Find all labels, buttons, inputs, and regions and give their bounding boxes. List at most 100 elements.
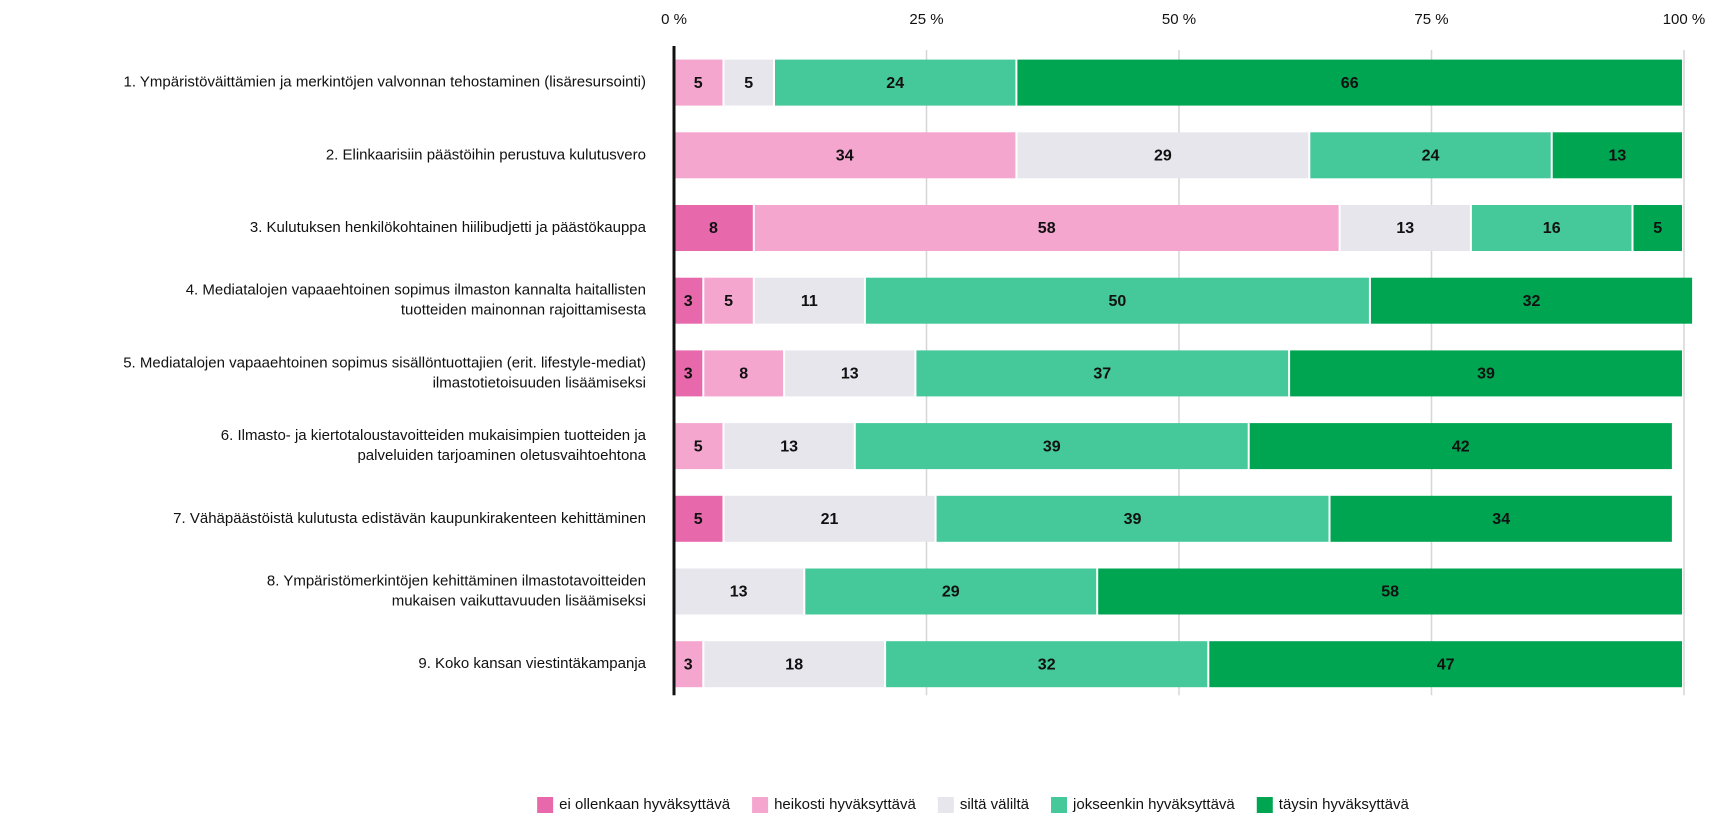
category-label: 1. Ympäristöväittämien ja merkintöjen va… (124, 74, 646, 91)
value-label: 5 (694, 75, 703, 92)
bar-segment (674, 350, 703, 397)
category-label: 7. Vähäpäästöistä kulutusta edistävän ka… (173, 510, 646, 527)
bar-segment (1552, 132, 1682, 179)
value-label: 11 (801, 293, 818, 310)
value-label: 16 (1543, 220, 1561, 237)
value-label: 32 (1038, 656, 1056, 673)
bar-segment (936, 495, 1329, 542)
value-label: 3 (684, 656, 693, 673)
value-label: 3 (684, 293, 693, 310)
value-label: 18 (785, 656, 803, 673)
bar-segment (674, 59, 723, 106)
legend-label: siltä väliltä (960, 796, 1030, 813)
value-label: 8 (709, 220, 718, 237)
value-label: 3 (684, 366, 693, 383)
category-label: 4. Mediatalojen vapaaehtoinen sopimus il… (186, 282, 646, 299)
category-label: 8. Ympäristömerkintöjen kehittäminen ilm… (267, 572, 646, 589)
bar-segment (916, 350, 1289, 397)
value-label: 8 (739, 366, 748, 383)
value-label: 32 (1523, 293, 1541, 310)
bar-segment (724, 423, 854, 470)
value-label: 39 (1043, 438, 1061, 455)
value-label: 5 (694, 438, 703, 455)
x-tick-label: 0 % (661, 11, 687, 28)
category-label: palveluiden tarjoaminen oletusvaihtoehto… (357, 447, 646, 464)
value-label: 21 (821, 511, 839, 528)
value-label: 34 (836, 148, 854, 165)
bar-segment (704, 277, 753, 324)
bar-segment (754, 277, 864, 324)
value-label: 5 (694, 511, 703, 528)
bar-segment (1310, 132, 1551, 179)
value-label: 24 (1422, 148, 1440, 165)
value-label: 5 (744, 75, 753, 92)
category-label: 3. Kulutuksen henkilökohtainen hiilibudj… (250, 219, 647, 236)
value-label: 34 (1492, 511, 1510, 528)
bar-segment (865, 277, 1369, 324)
bar-segment (704, 641, 885, 688)
value-label: 58 (1381, 584, 1399, 601)
x-tick-label: 50 % (1162, 11, 1196, 28)
legend-label: täysin hyväksyttävä (1279, 796, 1410, 813)
value-label: 13 (1396, 220, 1414, 237)
x-tick-label: 75 % (1414, 11, 1448, 28)
bar-segment (1098, 568, 1682, 615)
category-label: mukaisen vaikuttavuuden lisäämiseksi (392, 592, 646, 609)
category-label: 2. Elinkaarisiin päästöihin perustuva ku… (326, 146, 646, 163)
category-label: ilmastotietoisuuden lisäämiseksi (433, 374, 646, 391)
bar-segment (674, 641, 703, 688)
category-label: 9. Koko kansan viestintäkampanja (418, 655, 646, 672)
bar-segment (785, 350, 915, 397)
bar-segment (674, 277, 703, 324)
value-label: 13 (841, 366, 859, 383)
value-label: 13 (1608, 148, 1626, 165)
x-tick-label: 25 % (909, 11, 943, 28)
bar-segment (754, 205, 1339, 251)
category-label: tuotteiden mainonnan rajoittamisesta (401, 302, 647, 319)
bar-segment (1209, 641, 1682, 688)
value-label: 13 (730, 584, 748, 601)
value-label: 5 (724, 293, 733, 310)
bar-segment (704, 350, 784, 397)
value-label: 39 (1477, 366, 1495, 383)
value-label: 50 (1109, 293, 1127, 310)
bar-segment (855, 423, 1248, 470)
x-tick-label: 100 % (1663, 11, 1706, 28)
bar-segment (724, 59, 773, 106)
legend-swatch (537, 797, 554, 813)
value-label: 24 (886, 75, 904, 92)
bar-segment (674, 423, 723, 470)
bar-segment (1017, 59, 1682, 106)
bar-segment (724, 495, 935, 542)
value-label: 42 (1452, 438, 1470, 455)
legend: ei ollenkaan hyväksyttävä heikosti hyväks… (537, 796, 1409, 813)
bar-segment (674, 132, 1016, 179)
category-label: 6. Ilmasto- ja kiertotaloustavoitteiden … (221, 427, 647, 444)
bar-segment (775, 59, 1016, 106)
legend-swatch (1051, 797, 1068, 813)
value-label: 66 (1341, 75, 1359, 92)
bar-segment (1340, 205, 1470, 251)
bar-segment (1370, 277, 1693, 324)
bar-segment (674, 568, 804, 615)
value-label: 29 (1154, 148, 1172, 165)
value-label: 39 (1124, 511, 1142, 528)
legend-label: heikosti hyväksyttävä (774, 796, 916, 813)
legend-label: jokseenkin hyväksyttävä (1072, 796, 1235, 813)
bar-segment (674, 205, 753, 251)
category-label: 5. Mediatalojen vapaaehtoinen sopimus si… (123, 354, 646, 371)
bar-segment (1633, 205, 1682, 251)
value-label: 58 (1038, 220, 1056, 237)
value-label: 37 (1093, 366, 1111, 383)
bar-segment (674, 495, 723, 542)
bar-segment (805, 568, 1097, 615)
bar-segment (1290, 350, 1682, 397)
value-label: 5 (1653, 220, 1662, 237)
legend-swatch (1256, 797, 1273, 813)
value-label: 13 (780, 438, 798, 455)
bar-segment (1017, 132, 1309, 179)
legend-swatch (752, 797, 769, 813)
bar-segment (1249, 423, 1672, 470)
bar-segment (1330, 495, 1672, 542)
